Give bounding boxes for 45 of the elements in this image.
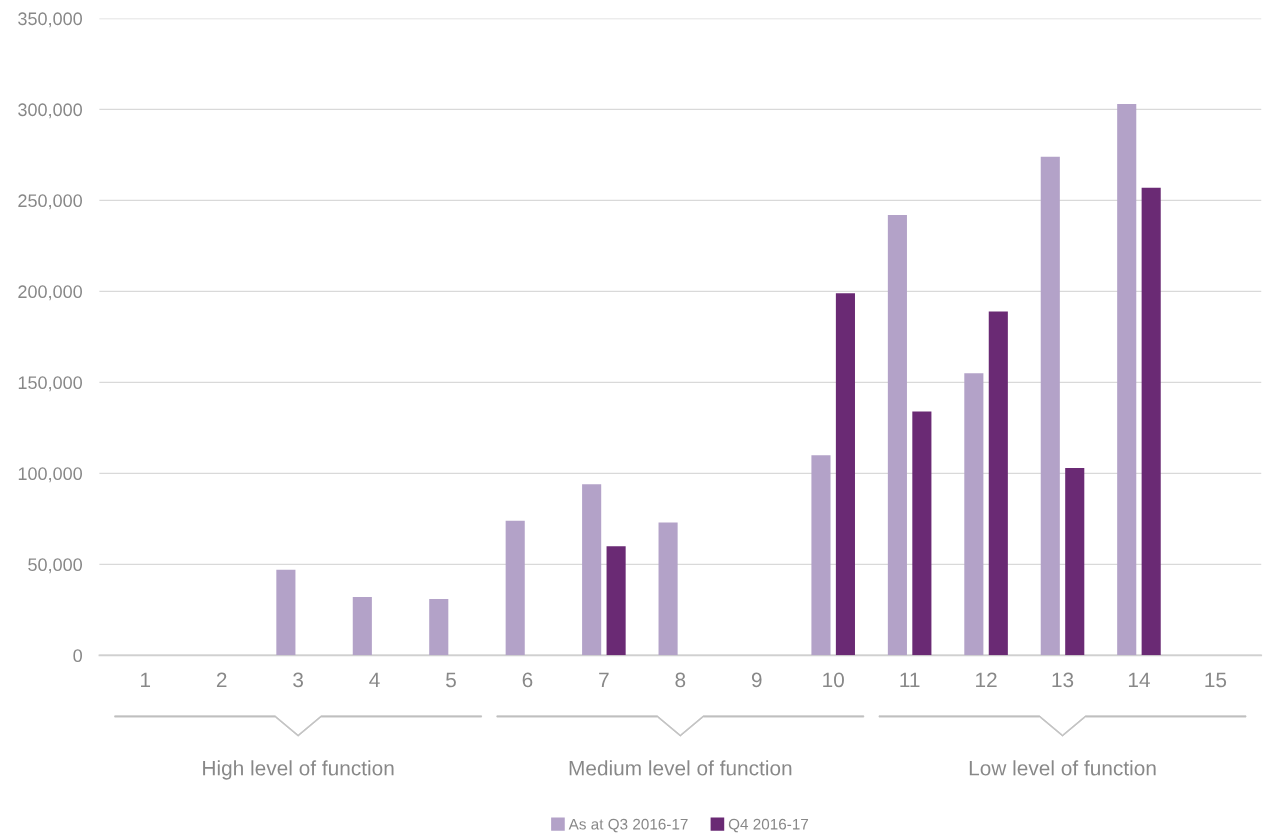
x-tick-label: 7 [599, 672, 609, 688]
x-tick-label: 3 [293, 672, 303, 688]
bar [1141, 187, 1161, 656]
bar [1117, 103, 1137, 656]
x-tick-label: 6 [522, 672, 533, 688]
bar [505, 520, 525, 656]
bar [582, 484, 602, 656]
text: Low level of function [969, 760, 1156, 776]
x-tick-label: 2 [216, 672, 227, 688]
x-tick-label: 14 [1128, 672, 1150, 688]
bar [988, 311, 1008, 656]
y-tick-label: 150,000 [18, 376, 83, 392]
text: High level of function [203, 760, 394, 780]
x-tick-label: 11 [900, 672, 920, 688]
x-tick-label: 12 [976, 672, 997, 688]
x-tick-label: 15 [1205, 672, 1227, 688]
bar [835, 293, 855, 656]
y-tick-label: 100,000 [18, 467, 83, 483]
bar [964, 373, 984, 656]
x-tick-label: 5 [446, 672, 456, 688]
text: Medium level of function [569, 760, 792, 776]
y-tick-label: 350,000 [18, 12, 83, 28]
bar [887, 214, 907, 656]
bar [658, 522, 678, 656]
bar [352, 597, 372, 656]
x-tick-label: 1 [141, 672, 151, 688]
y-tick-label: 0 [73, 649, 82, 663]
x-tick-label: 9 [751, 672, 762, 688]
y-tick-label: 50,000 [28, 558, 82, 574]
x-tick-label: 4 [369, 672, 380, 688]
x-tick-label: 10 [823, 672, 844, 688]
bar [811, 455, 831, 656]
x-tick-label: 13 [1052, 672, 1074, 688]
bar [1065, 467, 1085, 656]
bar [429, 598, 449, 656]
y-tick-label: 300,000 [18, 103, 83, 119]
legend-label: Q4 2016-17 [728, 818, 809, 833]
y-tick-label: 250,000 [18, 194, 83, 210]
bar [606, 546, 626, 656]
x-tick-label: 8 [675, 672, 686, 688]
bar [1040, 156, 1060, 656]
bar [276, 569, 296, 656]
legend-label: As at Q3 2016-17 [568, 818, 688, 833]
bar [912, 411, 932, 656]
y-tick-label: 200,000 [18, 285, 83, 301]
